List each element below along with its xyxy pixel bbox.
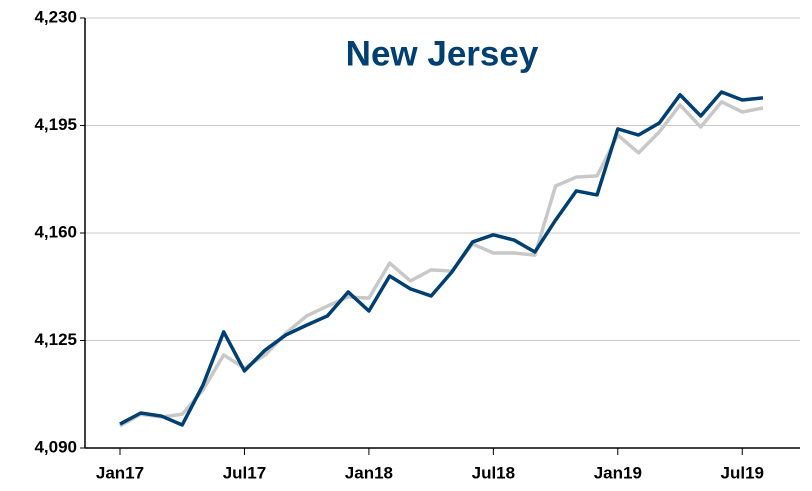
x-tick-label: Jul19 xyxy=(721,463,764,482)
y-tick-label: 4,125 xyxy=(34,330,77,349)
y-tick-label: 4,090 xyxy=(34,437,77,456)
chart-title: New Jersey xyxy=(346,34,539,73)
x-tick-label: Jan17 xyxy=(96,463,144,482)
y-tick-label: 4,160 xyxy=(34,222,77,241)
x-tick-label: Jul17 xyxy=(223,463,266,482)
series-line xyxy=(119,90,764,427)
x-tick-label: Jan19 xyxy=(594,463,642,482)
x-tick-label: Jul18 xyxy=(472,463,515,482)
series-line xyxy=(119,100,764,428)
y-tick-label: 4,195 xyxy=(34,115,77,134)
x-tick-label: Jan18 xyxy=(345,463,393,482)
y-tick-label: 4,230 xyxy=(34,7,77,26)
